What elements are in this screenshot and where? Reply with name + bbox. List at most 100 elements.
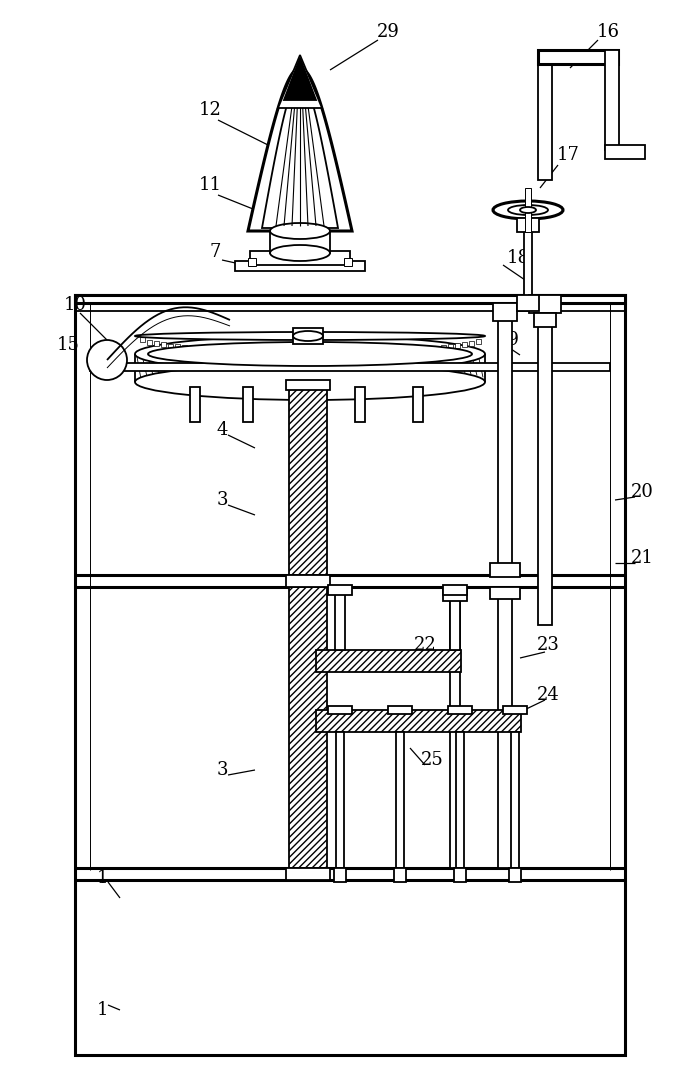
Bar [469,340,474,346]
Bar [420,347,425,352]
Bar [371,350,376,355]
Text: 21: 21 [631,549,653,567]
Bar [443,587,467,601]
Bar [538,50,618,64]
Bar [503,706,527,714]
Bar [357,350,362,356]
Bar [511,732,519,868]
Bar [289,587,327,868]
Text: 18: 18 [507,249,529,267]
Bar [450,587,460,868]
Bar [336,732,344,868]
Bar [203,347,208,352]
Bar [196,347,201,351]
Ellipse shape [508,205,548,215]
Bar [538,50,552,180]
Bar [294,351,299,356]
Bar [250,251,350,265]
Bar [448,706,472,714]
Bar [524,219,532,299]
Bar [190,387,200,422]
Text: 3: 3 [216,762,228,779]
Bar [388,706,412,714]
Text: 24: 24 [537,686,559,704]
Ellipse shape [148,341,472,365]
Ellipse shape [270,245,330,261]
Bar [344,257,352,266]
Text: 22: 22 [414,636,436,654]
Bar [413,387,423,422]
Bar [308,351,313,356]
Bar [280,350,285,356]
Bar [210,348,215,352]
Bar [168,344,173,348]
Bar [248,257,256,266]
Bar [396,732,404,868]
Bar [525,188,531,232]
Bar [498,303,512,575]
Bar [154,341,159,346]
Text: 19: 19 [496,331,519,349]
Bar [605,145,645,159]
Text: 25: 25 [421,751,443,769]
Text: 10: 10 [64,296,87,314]
Bar [385,349,390,355]
Bar [490,587,520,599]
Bar [406,348,411,353]
Bar [328,585,352,595]
Bar [217,348,222,353]
Text: 12: 12 [199,101,221,119]
Bar [224,349,229,353]
Bar [509,868,521,882]
Polygon shape [262,80,338,228]
Bar [329,351,334,356]
Bar [135,353,485,382]
Bar [243,387,253,422]
Bar [140,337,145,343]
Bar [90,363,610,371]
Bar [355,387,365,422]
Polygon shape [278,55,322,108]
Bar [529,295,561,313]
Bar [517,295,539,311]
Bar [450,587,460,650]
Bar [476,338,481,344]
Bar [448,344,453,349]
Bar [334,868,346,882]
Polygon shape [284,58,316,100]
Bar [238,349,243,355]
Bar [161,343,166,347]
Text: 20: 20 [631,483,653,501]
Text: 29: 29 [377,23,400,41]
Bar [147,339,152,345]
Ellipse shape [293,331,323,341]
Bar [293,328,323,344]
Ellipse shape [270,223,330,239]
Bar [350,350,355,356]
Polygon shape [248,68,352,231]
Ellipse shape [87,340,127,380]
Text: 15: 15 [57,336,79,353]
Bar [534,313,556,327]
Text: 4: 4 [216,421,228,439]
Bar [343,350,348,356]
Text: 5: 5 [342,369,354,387]
Ellipse shape [520,207,536,213]
Bar [335,587,345,650]
Bar [493,303,517,321]
Bar [301,351,306,356]
Bar [364,350,369,356]
Text: 17: 17 [556,146,580,164]
Bar [286,868,330,880]
Text: 11: 11 [199,176,221,194]
Bar [189,346,194,351]
Bar [605,50,619,149]
Bar [287,351,292,356]
Bar [175,345,180,349]
Bar [441,345,446,350]
Bar [427,346,432,351]
Bar [259,350,264,356]
Bar [538,295,552,625]
Ellipse shape [135,336,485,372]
Bar [75,295,625,1055]
